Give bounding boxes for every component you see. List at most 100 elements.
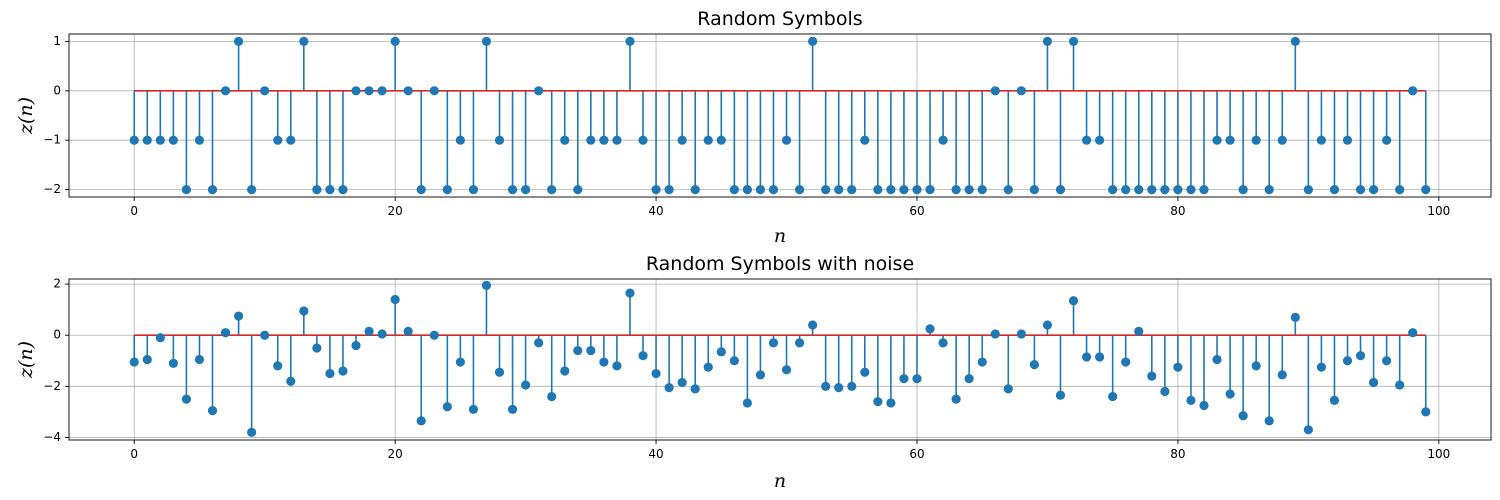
- stem-marker: [690, 184, 700, 195]
- stem-marker: [886, 398, 896, 408]
- stem-marker: [364, 86, 374, 96]
- y-tick-label: 1: [53, 34, 61, 48]
- stem-marker: [207, 184, 218, 195]
- stem-marker: [781, 135, 792, 145]
- stem-marker: [181, 184, 192, 195]
- axes-frame: [68, 278, 1492, 441]
- stem-marker: [286, 376, 296, 386]
- stem-marker: [168, 135, 178, 145]
- stem-marker: [716, 347, 726, 357]
- stem-marker: [429, 330, 439, 340]
- stem-marker: [1342, 135, 1353, 145]
- stem-marker: [403, 326, 413, 336]
- stem-marker: [207, 406, 218, 416]
- stem-marker: [886, 184, 896, 195]
- stem-marker: [560, 366, 570, 376]
- stem-marker: [377, 329, 387, 339]
- stem-marker: [625, 288, 635, 298]
- stem-marker: [729, 184, 739, 195]
- stem-marker: [1251, 361, 1261, 371]
- stem-marker: [521, 184, 531, 195]
- stem-marker: [312, 343, 322, 353]
- stem-marker: [664, 184, 674, 195]
- stem-marker: [142, 135, 152, 145]
- x-axis-label: n: [774, 470, 786, 492]
- stem-marker: [860, 367, 870, 377]
- y-tick-label: −2: [43, 182, 61, 196]
- y-tick-label: 0: [53, 83, 61, 97]
- axes-frame: [68, 33, 1492, 198]
- stem-marker: [1290, 36, 1300, 47]
- stem-marker: [794, 184, 805, 195]
- stem-marker: [1368, 377, 1379, 388]
- stem-marker: [729, 356, 739, 366]
- stem-marker: [742, 398, 752, 408]
- stem-marker: [873, 184, 883, 195]
- stem-marker: [286, 135, 296, 145]
- stem-marker: [1212, 354, 1222, 365]
- stem-marker: [390, 36, 400, 47]
- stem-marker: [808, 320, 818, 330]
- stem-marker: [1147, 371, 1157, 381]
- stem-marker: [364, 326, 374, 336]
- stem-marker: [664, 383, 674, 393]
- y-axis-label: z(n): [15, 341, 37, 379]
- stem-marker: [912, 184, 922, 195]
- stem-marker: [299, 36, 309, 47]
- stem-marker: [560, 135, 570, 145]
- stem-marker: [455, 135, 465, 145]
- stems: [133, 41, 1427, 190]
- stem-marker: [1303, 184, 1313, 195]
- stem-marker: [494, 135, 505, 145]
- stem-marker: [651, 368, 661, 379]
- stem-marker: [1016, 329, 1026, 339]
- y-ticks: −4 −2 0 2: [43, 277, 69, 444]
- stem-marker: [129, 135, 139, 145]
- stem-marker: [1003, 384, 1013, 394]
- stem-marker: [977, 184, 987, 195]
- stem-marker: [742, 184, 752, 195]
- y-tick-label: −2: [43, 379, 61, 393]
- stem-marker: [390, 294, 400, 305]
- stem-marker: [1121, 357, 1131, 367]
- stem-marker: [1316, 362, 1327, 372]
- stem-marker: [677, 377, 687, 388]
- stem-marker: [260, 330, 270, 340]
- stem-marker: [155, 135, 165, 145]
- stem-marker: [194, 354, 205, 365]
- stem-marker: [155, 333, 165, 343]
- x-tick-label: 20: [388, 447, 403, 461]
- stem-marker: [1251, 135, 1261, 145]
- stem-marker: [1395, 380, 1405, 390]
- stem-marker: [1225, 389, 1235, 399]
- stem-marker: [220, 328, 231, 338]
- stem-marker: [834, 184, 844, 195]
- stem-marker: [925, 184, 935, 195]
- x-tick-label: 40: [648, 447, 663, 461]
- stem-marker: [990, 86, 1000, 96]
- chart-title: Random Symbols: [697, 8, 862, 30]
- stem-marker: [142, 354, 152, 365]
- stem-marker: [481, 36, 492, 47]
- stem-marker: [312, 184, 322, 195]
- stem-marker: [599, 135, 609, 145]
- stem-marker: [964, 374, 974, 384]
- stem-marker: [860, 135, 870, 145]
- stem-marker: [821, 381, 831, 391]
- grid: [69, 34, 1491, 197]
- stem-marker: [755, 184, 766, 195]
- stem-marker: [1134, 184, 1144, 195]
- stem-marker: [755, 370, 766, 380]
- x-tick-label: 60: [909, 204, 924, 218]
- stem-marker: [638, 135, 648, 145]
- stem-marker: [1055, 184, 1066, 195]
- stem-marker: [1173, 184, 1183, 195]
- stem-marker: [1199, 400, 1209, 411]
- stem-marker: [325, 184, 335, 195]
- stem-marker: [1277, 135, 1287, 145]
- y-tick-label: −1: [43, 133, 61, 147]
- stem-marker: [768, 338, 779, 348]
- stem-marker: [1421, 184, 1431, 195]
- stem-marker: [599, 357, 609, 367]
- stem-marker: [351, 86, 361, 96]
